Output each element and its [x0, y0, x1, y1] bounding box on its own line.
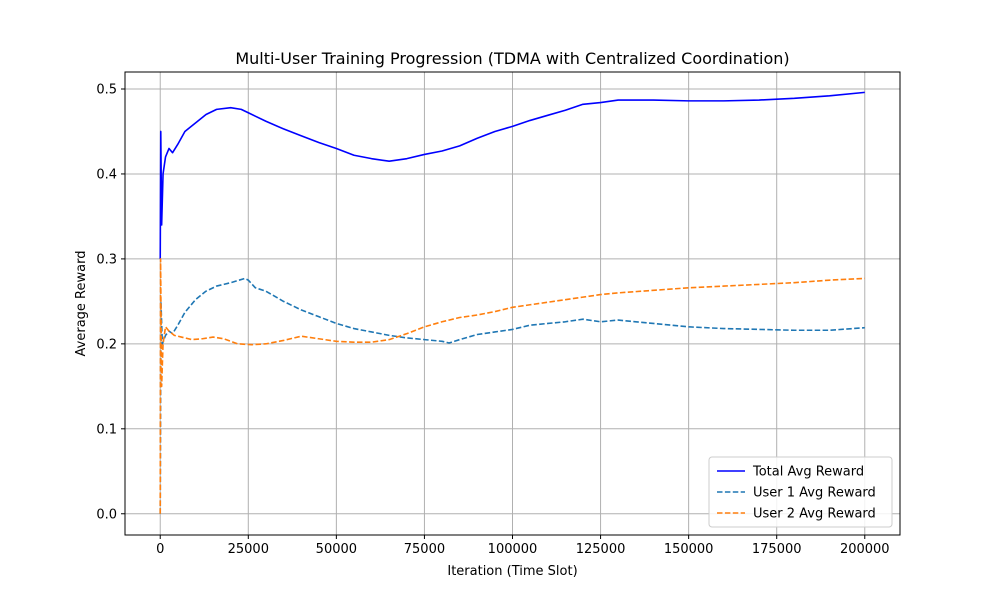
- x-tick-label: 50000: [316, 542, 357, 557]
- y-tick-label: 0.3: [96, 252, 117, 267]
- chart-title: Multi-User Training Progression (TDMA wi…: [235, 49, 789, 68]
- series-line-3: [159, 258, 865, 514]
- x-tick-label: 25000: [228, 542, 269, 557]
- x-tick-label: 150000: [664, 542, 714, 557]
- x-tick-label: 175000: [752, 542, 802, 557]
- y-tick-label: 0.0: [96, 507, 117, 522]
- x-tick-label: 75000: [404, 542, 445, 557]
- y-tick-label: 0.5: [96, 82, 117, 97]
- legend-box: [708, 456, 893, 528]
- series-lines: [159, 91, 865, 514]
- legend-label-2: User 1 Avg Reward: [753, 486, 876, 501]
- axis-ticks: 0 25000 50000 75000 100000 125000 150000 175000…: [96, 82, 889, 557]
- x-tick-label: 0: [156, 542, 164, 557]
- x-tick-label: 100000: [488, 542, 538, 557]
- y-tick-label: 0.4: [96, 167, 117, 182]
- series-line-2: [159, 277, 865, 514]
- y-tick-label: 0.2: [96, 337, 117, 352]
- y-tick-label: 0.1: [96, 422, 117, 437]
- legend-label-3: User 2 Avg Reward: [753, 507, 876, 522]
- legend: Total Avg Reward User 1 Avg Reward User 2 …: [708, 456, 893, 528]
- x-axis-label: Iteration (Time Slot): [447, 564, 577, 579]
- x-tick-label: 200000: [840, 542, 890, 557]
- y-axis-label: Average Reward: [74, 251, 89, 357]
- series-line-1: [159, 91, 865, 259]
- legend-label-1: Total Avg Reward: [752, 465, 864, 480]
- x-tick-label: 125000: [576, 542, 626, 557]
